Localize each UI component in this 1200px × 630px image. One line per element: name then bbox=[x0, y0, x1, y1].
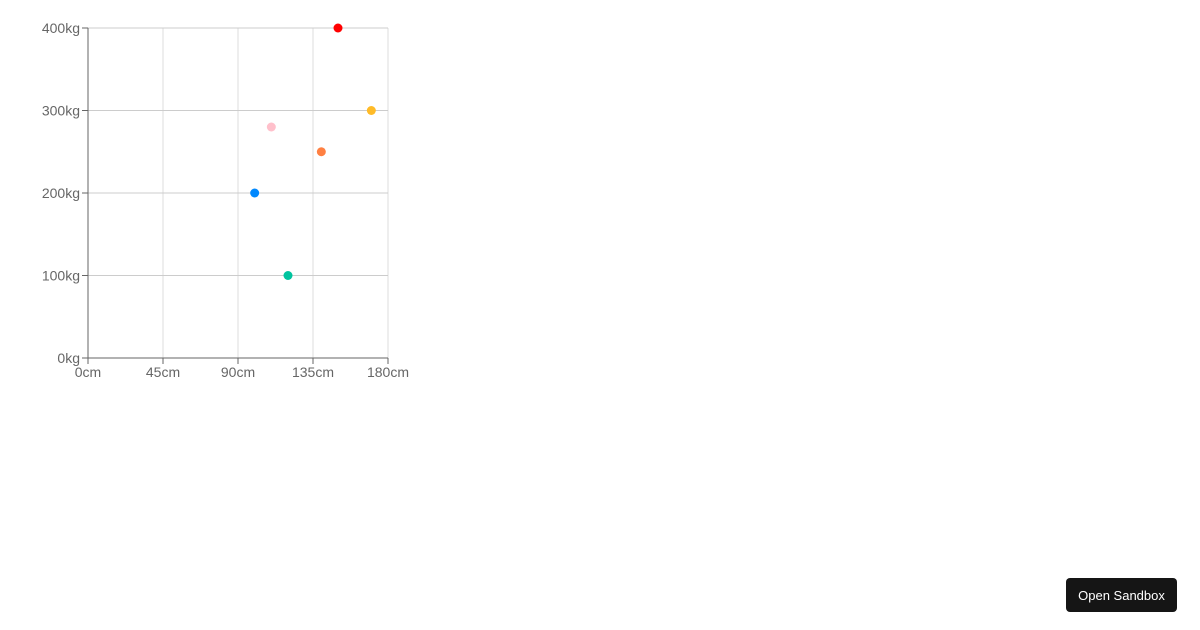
x-tick-label: 90cm bbox=[221, 364, 255, 380]
scatter-chart: 0cm 45cm 90cm 135cm 180cm 0kg 100kg 200kg 300kg 4… bbox=[42, 20, 409, 380]
open-sandbox-button[interactable]: Open Sandbox bbox=[1066, 578, 1177, 612]
grid bbox=[88, 27, 389, 358]
y-tick-label: 100kg bbox=[42, 268, 80, 284]
scatter-point bbox=[250, 188, 260, 198]
scatter-point bbox=[266, 122, 276, 132]
y-tick-label: 200kg bbox=[42, 185, 80, 201]
x-tick-label: 45cm bbox=[146, 364, 180, 380]
y-tick-label: 400kg bbox=[42, 20, 80, 36]
y-tick-label: 300kg bbox=[42, 103, 80, 119]
scatter-point bbox=[316, 147, 326, 157]
points bbox=[250, 23, 376, 280]
scatter-point bbox=[283, 271, 293, 280]
x-tick-label: 135cm bbox=[292, 364, 334, 380]
x-tick-label: 0cm bbox=[75, 364, 101, 380]
axes: 0cm 45cm 90cm 135cm 180cm 0kg 100kg 200kg 300kg 4… bbox=[42, 20, 409, 380]
y-tick-label: 0kg bbox=[57, 350, 80, 366]
scatter-point bbox=[333, 23, 343, 33]
x-tick-label: 180cm bbox=[367, 364, 409, 380]
scatter-point bbox=[366, 106, 376, 115]
